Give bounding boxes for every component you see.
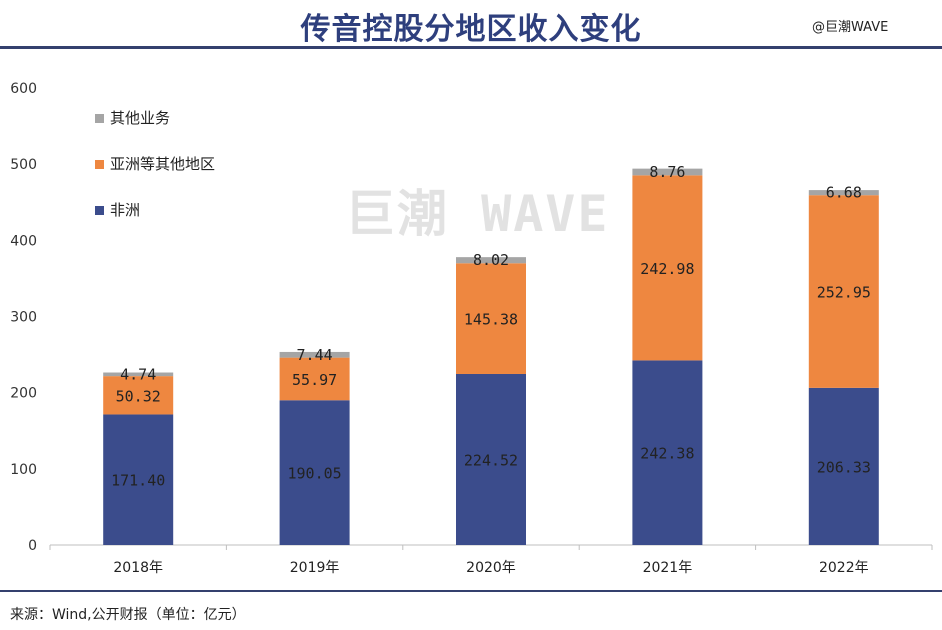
africa-segment [632,360,703,545]
africa-data-label: 242.38 [640,445,694,463]
asia-segment [279,357,350,401]
africa-segment [456,373,526,545]
y-tick-label: 300 [10,310,37,326]
asia-segment [103,376,174,415]
asia-segment [456,263,526,374]
footer-divider [0,590,942,592]
asia-data-label: 242.98 [640,260,694,278]
other-segment [279,351,350,358]
africa-data-label: 224.52 [464,451,518,469]
other-segment [808,190,879,196]
other-segment [103,372,174,377]
asia-data-label: 145.38 [464,311,518,329]
y-tick-label: 400 [10,233,37,249]
stacked-bar-chart: 0 100 200 300 400 500 600 2018年 2019年 2020年 2021年… [10,81,933,576]
africa-data-label: 190.05 [288,465,342,483]
x-tick-label: 2021年 [643,560,693,576]
x-tick-label: 2020年 [466,560,516,576]
legend-label: 亚洲等其他地区 [110,155,215,173]
other-segment [632,168,703,176]
other-data-label: 6.68 [826,184,862,202]
africa-segment [103,414,174,545]
other-data-label: 8.76 [649,163,685,181]
x-axis: 2018年 2019年 2020年 2021年 2022年 [49,544,933,576]
y-tick-label: 600 [10,81,37,97]
y-tick-label: 500 [10,157,37,173]
other-data-label: 8.02 [473,251,509,269]
asia-segment [632,175,703,361]
x-tick-label: 2018年 [113,560,163,576]
watermark: 巨潮 WAVE [345,185,610,243]
x-tick-label: 2019年 [290,560,340,576]
asia-data-label: 252.95 [817,284,871,302]
africa-segment [279,400,350,545]
legend-label: 非洲 [110,201,140,219]
other-segment [456,257,526,264]
header-divider [0,46,942,49]
y-tick-label: 200 [10,386,37,402]
asia-data-label: 50.32 [116,387,161,405]
legend-item-africa: 非洲 [95,201,140,219]
other-data-label: 7.44 [297,346,333,364]
africa-segment [808,387,879,545]
legend-item-other: 其他业务 [95,109,170,127]
africa-data-label: 206.33 [817,458,871,476]
y-tick-label: 100 [10,462,37,478]
chart-title: 传音控股分地区收入变化 [300,12,642,47]
y-axis: 0 100 200 300 400 500 600 [10,81,37,554]
bars: 171.40 50.32 4.74 190.05 55.97 7.44 224.52 145.… [103,163,879,545]
legend-item-asia: 亚洲等其他地区 [95,155,215,173]
asia-data-label: 55.97 [292,371,337,389]
legend-swatch [95,160,104,169]
y-tick-label: 0 [28,538,37,554]
legend-label: 其他业务 [110,109,170,127]
legend-swatch [95,206,104,215]
x-tick-label: 2022年 [819,560,869,576]
brand-label: @巨潮WAVE [812,20,889,35]
africa-data-label: 171.40 [111,472,165,490]
source-note: 来源：Wind,公开财报（单位：亿元） [10,607,246,623]
legend-swatch [95,114,104,123]
asia-segment [808,195,879,388]
other-data-label: 4.74 [120,365,156,383]
